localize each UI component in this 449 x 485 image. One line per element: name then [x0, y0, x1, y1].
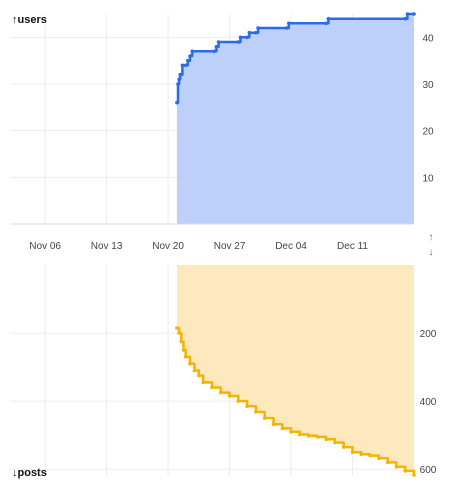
posts-data-point: [298, 432, 302, 437]
shared-x-axis: Nov 06 Nov 13 Nov 20 Nov 27 Dec 04 Dec 11: [10, 223, 414, 252]
posts-data-point: [412, 473, 416, 477]
scroll-down-arrow-icon[interactable]: ↓: [429, 247, 434, 258]
posts-data-point: [177, 331, 181, 335]
posts-data-point: [324, 437, 329, 442]
posts-data-point: [179, 339, 184, 344]
users-y-tick-label: 10: [422, 173, 434, 184]
users-data-point: [236, 40, 241, 44]
users-data-point: [180, 63, 185, 68]
posts-data-point: [254, 410, 258, 414]
users-data-point: [412, 12, 416, 16]
users-data-point: [188, 54, 192, 58]
users-area-fill: [176, 14, 414, 224]
posts-data-point: [245, 404, 249, 409]
x-tick-label: Nov 27: [214, 241, 246, 252]
posts-y-axis: 200 400 600: [420, 329, 437, 476]
posts-data-point: [350, 450, 355, 455]
users-data-point: [212, 49, 216, 54]
users-title: ↑users: [12, 14, 47, 26]
users-y-tick-label: 20: [422, 127, 434, 138]
posts-data-point: [394, 465, 399, 469]
x-tick-label: Dec 11: [337, 241, 368, 252]
posts-data-point: [341, 445, 346, 449]
posts-data-point: [236, 399, 241, 403]
posts-data-point: [315, 435, 320, 439]
posts-data-point: [219, 390, 223, 395]
users-y-axis: 10 20 30 40: [422, 33, 434, 184]
posts-data-point: [306, 434, 311, 438]
x-tick-label: Nov 20: [152, 241, 184, 252]
posts-data-point: [181, 348, 186, 352]
users-data-point: [216, 40, 221, 44]
posts-data-point: [183, 355, 188, 359]
posts-data-point: [403, 469, 408, 473]
posts-data-point: [210, 385, 214, 390]
users-data-point: [405, 12, 410, 16]
users-data-point: [177, 77, 181, 82]
users-data-point: [324, 21, 329, 26]
users-panel: 10 20 30 40 ↑users: [10, 12, 434, 224]
x-tick-label: Nov 13: [91, 241, 123, 252]
users-data-point: [403, 16, 408, 21]
posts-data-point: [188, 361, 192, 366]
users-data-point: [178, 72, 182, 77]
users-data-point: [254, 30, 258, 35]
users-data-point: [247, 30, 252, 35]
posts-y-tick-label: 400: [420, 397, 437, 408]
users-data-point: [284, 26, 289, 30]
posts-data-point: [385, 460, 390, 465]
users-data-point: [326, 16, 331, 21]
users-data-point: [190, 49, 194, 54]
users-data-point: [175, 100, 179, 105]
posts-data-point: [262, 416, 267, 420]
scroll-up-arrow-icon[interactable]: ↑: [429, 232, 434, 243]
posts-y-tick-label: 600: [420, 465, 437, 476]
posts-panel: 200 400 600 ↓posts: [10, 265, 437, 479]
users-data-point: [256, 26, 260, 30]
posts-data-point: [359, 452, 364, 457]
posts-title: ↓posts: [12, 467, 47, 479]
users-data-point: [214, 44, 219, 49]
posts-area-fill: [176, 265, 414, 475]
posts-series-points: [175, 326, 416, 477]
users-series-points: [175, 12, 416, 105]
users-data-point: [238, 35, 243, 40]
posts-data-point: [197, 373, 201, 378]
posts-data-point: [175, 326, 179, 330]
users-data-point: [183, 63, 188, 68]
posts-data-point: [201, 380, 205, 385]
posts-data-point: [333, 440, 337, 445]
posts-data-point: [280, 426, 285, 431]
users-data-point: [176, 82, 180, 86]
users-data-point: [287, 21, 291, 26]
users-data-point: [245, 35, 249, 40]
users-data-point: [186, 58, 190, 63]
posts-data-point: [377, 456, 381, 461]
posts-data-point: [227, 394, 232, 398]
posts-data-point: [271, 422, 276, 427]
users-y-tick-label: 40: [422, 33, 434, 44]
posts-y-tick-label: 200: [420, 329, 437, 340]
x-tick-label: Dec 04: [275, 241, 307, 252]
users-y-tick-label: 30: [422, 80, 434, 91]
posts-data-point: [368, 453, 372, 458]
posts-data-point: [289, 430, 293, 434]
x-tick-label: Nov 06: [29, 241, 61, 252]
posts-data-point: [192, 368, 197, 373]
